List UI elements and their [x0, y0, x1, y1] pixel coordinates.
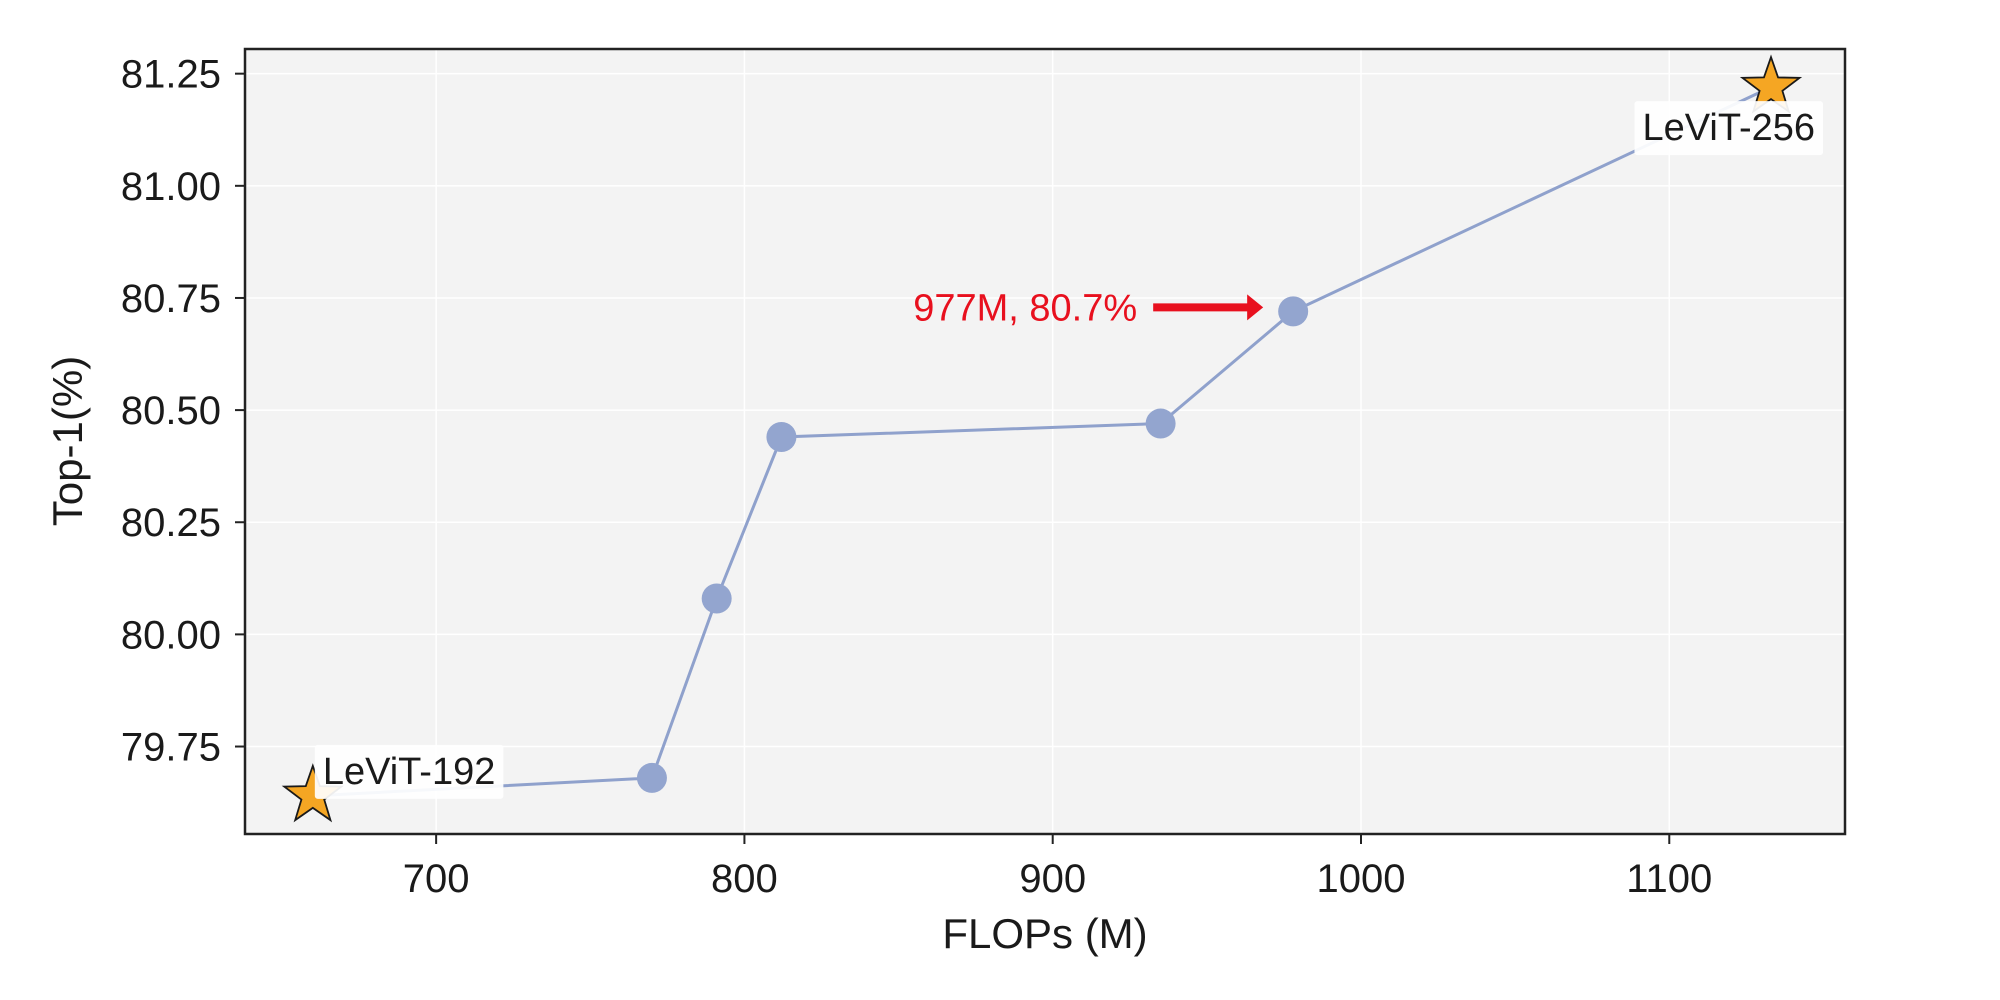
endpoint-label-text: LeViT-256 — [1642, 107, 1815, 149]
data-point — [1278, 296, 1309, 327]
endpoint-label-box — [1634, 101, 1824, 156]
annotation-arrow-head — [1247, 294, 1264, 321]
data-point — [701, 583, 732, 614]
plot-background — [245, 49, 1845, 834]
x-tick-label: 800 — [711, 857, 778, 901]
y-tick-label: 81.00 — [121, 165, 221, 209]
endpoint-label-box — [314, 744, 504, 799]
y-tick-label: 80.50 — [121, 389, 221, 433]
x-tick-label: 1000 — [1317, 857, 1406, 901]
star-point — [1739, 54, 1803, 114]
data-point — [636, 762, 667, 793]
y-tick-label: 80.00 — [121, 613, 221, 657]
endpoint-labels: LeViT-192 LeViT-256 — [314, 101, 1824, 799]
y-axis-label: Top-1(%) — [44, 356, 91, 526]
x-axis-label: FLOPs (M) — [942, 910, 1147, 957]
x-tick-label: 900 — [1019, 857, 1086, 901]
endpoint-label: LeViT-256 — [1634, 101, 1824, 156]
x-tick-label: 1100 — [1626, 857, 1712, 901]
y-tick-label: 80.25 — [121, 501, 221, 545]
plot-frame — [243, 47, 1847, 836]
y-tick-label: 80.75 — [121, 277, 221, 321]
data-point — [766, 422, 797, 453]
axis-ticks: 700 800 900 1000 1100 79.75 80.00 80.25 80.50 80.… — [121, 53, 1712, 901]
y-tick-label: 81.25 — [121, 53, 221, 97]
annotation-text: 977M, 80.7% — [913, 287, 1137, 329]
endpoint-label-text: LeViT-192 — [323, 751, 496, 793]
data-point — [1145, 408, 1176, 439]
y-tick-label: 79.75 — [121, 726, 221, 770]
x-tick-label: 700 — [403, 857, 470, 901]
annotation: 977M, 80.7% — [913, 287, 1264, 329]
grid-lines — [245, 49, 1845, 834]
endpoint-label: LeViT-192 — [314, 744, 504, 799]
